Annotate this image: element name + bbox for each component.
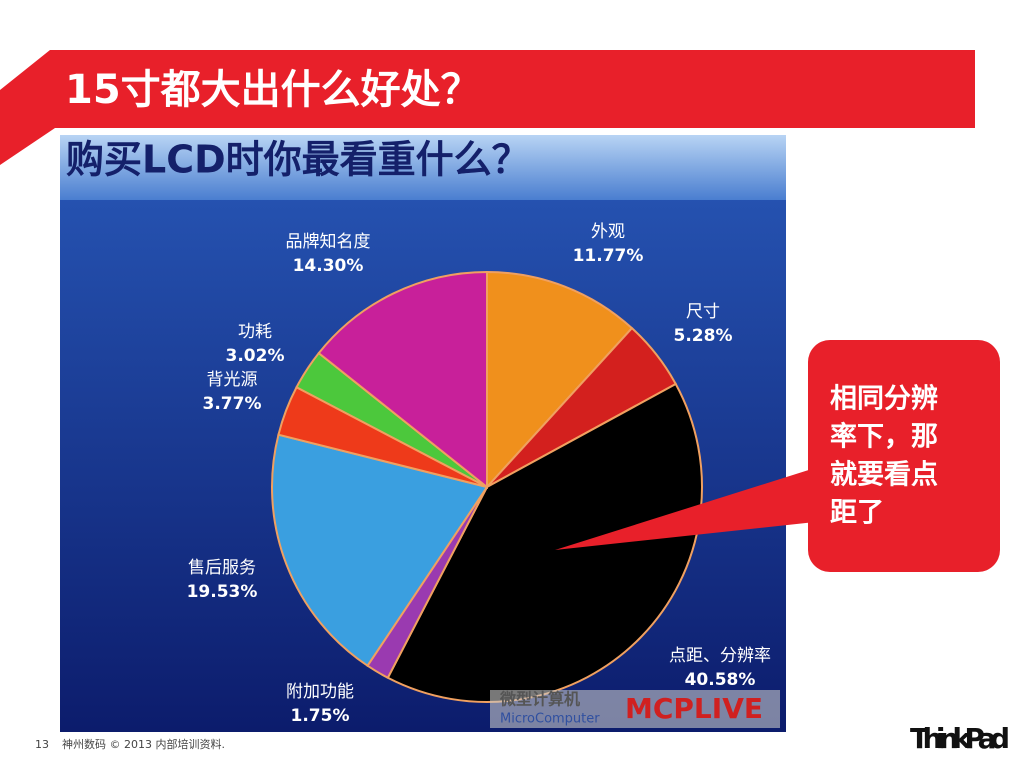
pie xyxy=(271,270,703,703)
slice-value-label: 11.77% xyxy=(573,246,644,266)
watermark: MicroComputer xyxy=(500,712,600,727)
slice-label: 背光源 xyxy=(207,370,258,390)
slide-title: 15寸都大出什么好处？ xyxy=(65,67,481,113)
logo: ThinkPad xyxy=(910,722,1010,755)
callout-line: 就要看点 xyxy=(830,460,938,491)
slice-value-label: 19.53% xyxy=(187,582,258,602)
slice-label: 点距、分辨率 xyxy=(669,646,771,666)
callout-pointer xyxy=(555,468,815,550)
pie-slice xyxy=(486,270,634,490)
callout xyxy=(808,340,1000,572)
watermark: MCPLIVE xyxy=(625,692,763,725)
pie-slice xyxy=(386,382,703,703)
slice-value-label: 5.28% xyxy=(674,326,733,346)
chart-title-band xyxy=(60,135,786,200)
slice-value-label: 14.30% xyxy=(293,256,364,276)
slice-value-label: 1.75% xyxy=(291,706,350,726)
watermark-band xyxy=(490,690,780,728)
watermark: 微型计算机 xyxy=(499,690,580,709)
chart-title: 购买LCD时你最看重什么？ xyxy=(66,138,530,182)
callout-line: 相同分辨 xyxy=(830,384,938,415)
callout-line: 率下，那 xyxy=(830,421,938,453)
slice-label: 售后服务 xyxy=(188,558,256,578)
callout-line: 距了 xyxy=(830,498,884,529)
slice-label: 外观 xyxy=(591,222,625,242)
slice-value-label: 3.77% xyxy=(203,394,262,414)
pie-slice xyxy=(271,433,489,668)
slice-label: 尺寸 xyxy=(686,302,720,322)
footer: 神州数码 © 2013 内部培训资料. xyxy=(62,737,225,751)
pie-slice xyxy=(317,270,488,490)
slice-value-label: 40.58% xyxy=(685,670,756,690)
slice-label: 功耗 xyxy=(238,322,272,342)
slice-value-label: 3.02% xyxy=(226,346,285,366)
slice-label: 品牌知名度 xyxy=(286,232,371,252)
title-banner xyxy=(0,50,975,165)
page-number: 13 xyxy=(35,738,49,751)
slice-label: 附加功能 xyxy=(286,682,354,702)
